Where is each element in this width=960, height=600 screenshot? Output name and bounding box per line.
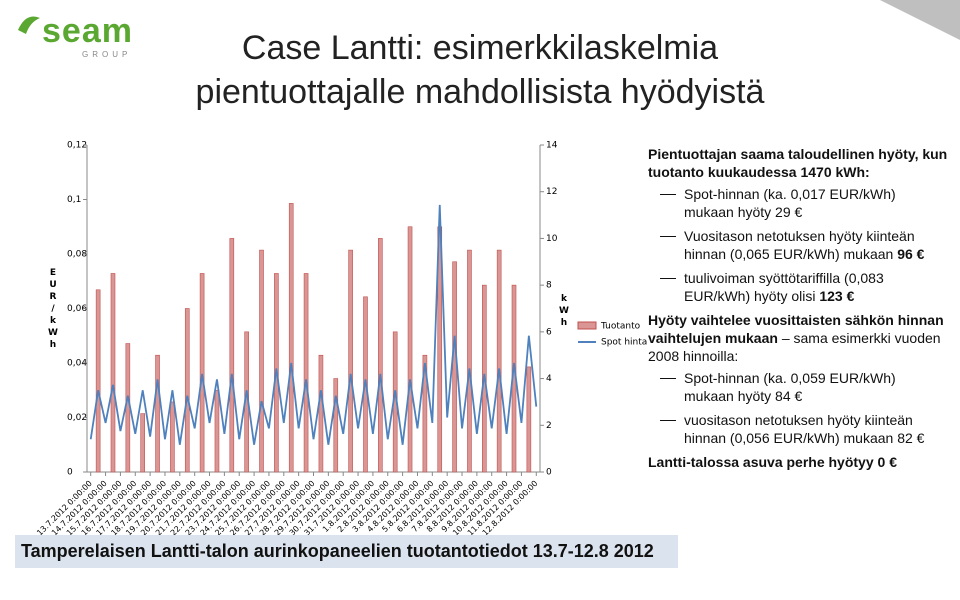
legend-swatch bbox=[577, 321, 597, 330]
bullet-text: vuositason netotuksen hyöty kiinteän hin… bbox=[684, 412, 925, 446]
bullet-bold: 123 € bbox=[819, 288, 855, 304]
y2-tick-label: 6 bbox=[546, 327, 552, 337]
bar bbox=[214, 389, 220, 473]
y-tick-label: 0,06 bbox=[67, 304, 87, 314]
final: Lantti-talossa asuva perhe hyötyy 0 € bbox=[648, 454, 897, 470]
bullet-bold: 96 € bbox=[897, 246, 925, 262]
logo-group: GROUP bbox=[82, 50, 132, 59]
bar bbox=[303, 273, 309, 473]
bullet: Spot-hinnan (ka. 0,059 EUR/kWh) mukaan h… bbox=[660, 369, 948, 405]
para-text: – sama esimerkki vuoden 2008 hinnoilla: bbox=[648, 330, 941, 364]
y-tick-label: 0,02 bbox=[67, 413, 87, 423]
y2-tick-label: 14 bbox=[546, 141, 558, 151]
bar bbox=[288, 203, 294, 473]
bar bbox=[422, 354, 428, 473]
bar bbox=[170, 401, 175, 473]
para-bold: Hyöty vaihtelee vuosittaisten sähkön hin… bbox=[648, 312, 944, 346]
y-tick-label: 0,1 bbox=[67, 195, 81, 205]
bar bbox=[526, 366, 532, 473]
bullet: tuulivoiman syöttötariffilla (0,083 EUR/… bbox=[660, 269, 948, 305]
bullet-text: tuulivoiman syöttötariffilla (0,083 EUR/… bbox=[684, 270, 884, 304]
y2-tick-label: 12 bbox=[546, 187, 557, 197]
y-tick-label: 0,12 bbox=[67, 141, 87, 151]
bullet: Spot-hinnan (ka. 0,017 EUR/kWh) mukaan h… bbox=[660, 185, 948, 221]
bar bbox=[155, 354, 160, 473]
bar bbox=[378, 238, 383, 473]
slide-title: Case Lantti: esimerkkilaskelmia pientuot… bbox=[150, 26, 810, 114]
title-line: Case Lantti: esimerkkilaskelmia bbox=[241, 29, 719, 67]
y2-tick-label: 0 bbox=[546, 468, 552, 478]
y-axis-label: EUR/kWh bbox=[48, 268, 58, 352]
bar bbox=[333, 378, 339, 473]
bar bbox=[407, 226, 413, 473]
y2-tick-label: 2 bbox=[546, 421, 552, 431]
bullet: vuositason netotuksen hyöty kiinteän hin… bbox=[660, 411, 948, 447]
bullet: Vuositason netotuksen hyöty kiinteän hin… bbox=[660, 227, 948, 263]
bar bbox=[229, 238, 235, 473]
legend-label: Spot hinta bbox=[601, 338, 647, 348]
bullet-text: Spot-hinnan (ka. 0,017 EUR/kWh) mukaan h… bbox=[684, 186, 896, 220]
caption: Tamperelaisen Lantti-talon aurinkopaneel… bbox=[15, 535, 678, 568]
line bbox=[89, 204, 538, 445]
corner-shape bbox=[880, 0, 960, 40]
bar bbox=[467, 249, 472, 473]
bullet-text: Vuositason netotuksen hyöty kiinteän hin… bbox=[684, 228, 915, 262]
bar bbox=[95, 289, 101, 473]
bar bbox=[199, 273, 205, 473]
logo-leaf bbox=[18, 16, 40, 34]
bar bbox=[140, 413, 145, 473]
y-tick-label: 0,04 bbox=[67, 359, 87, 369]
y2-tick-label: 10 bbox=[546, 234, 558, 244]
list: Spot-hinnan (ka. 0,017 EUR/kWh) mukaan h… bbox=[648, 185, 948, 305]
list: Spot-hinnan (ka. 0,059 EUR/kWh) mukaan h… bbox=[648, 369, 948, 447]
paragraph: Hyöty vaihtelee vuosittaisten sähkön hin… bbox=[648, 311, 948, 365]
logo: seam GROUP bbox=[16, 12, 133, 59]
bar bbox=[125, 343, 131, 473]
legend-label: Tuotanto bbox=[600, 322, 641, 332]
y2-tick-label: 8 bbox=[546, 281, 552, 291]
bar bbox=[110, 273, 116, 473]
bullet-text: Spot-hinnan (ka. 0,059 EUR/kWh) mukaan h… bbox=[684, 370, 896, 404]
chart: 00,020,040,060,080,10,120246810121413.7.… bbox=[35, 141, 647, 536]
heading: Pientuottajan saama taloudellinen hyöty,… bbox=[648, 146, 948, 180]
bar bbox=[452, 261, 457, 473]
bar bbox=[184, 308, 190, 473]
y-tick-label: 0,08 bbox=[67, 250, 87, 260]
bar bbox=[259, 249, 264, 473]
title-line: pientuottajalle mahdollisista hyödyistä bbox=[195, 73, 765, 111]
bar bbox=[318, 354, 324, 473]
y2-axis-label: kWh bbox=[559, 294, 569, 330]
y-tick-label: 0 bbox=[67, 468, 73, 478]
text-block: Pientuottajan saama taloudellinen hyöty,… bbox=[648, 145, 948, 471]
bar bbox=[496, 249, 502, 473]
y2-tick-label: 4 bbox=[546, 374, 552, 384]
logo-name: seam bbox=[42, 12, 133, 50]
bar bbox=[348, 249, 353, 473]
